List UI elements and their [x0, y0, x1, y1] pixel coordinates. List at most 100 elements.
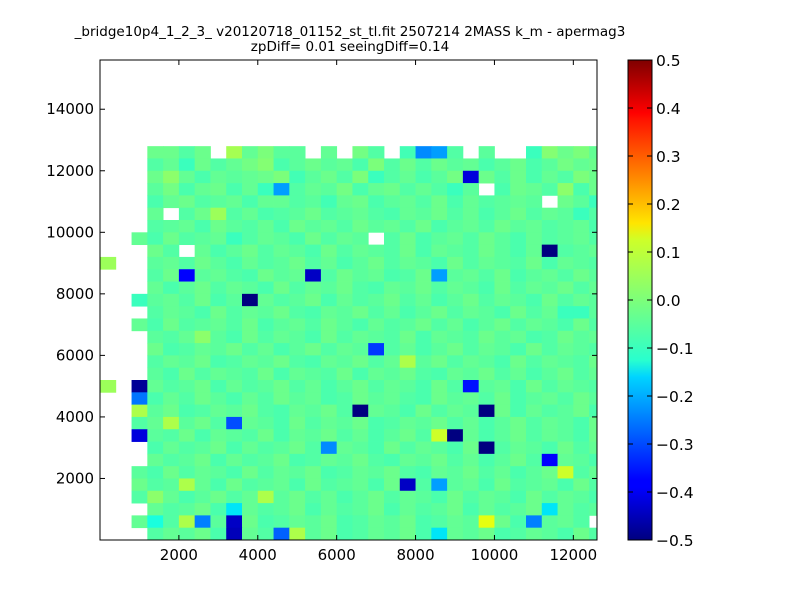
y-tick-label: 6000 — [56, 346, 94, 364]
heatmap-cell — [163, 466, 180, 479]
heatmap-cell — [384, 343, 401, 356]
heatmap-cell — [320, 416, 338, 430]
heatmap-cell — [399, 183, 416, 196]
heatmap-cell — [178, 478, 196, 492]
heatmap-cell — [399, 355, 416, 369]
heatmap-cell — [273, 527, 290, 541]
heatmap-cell — [289, 515, 306, 529]
heatmap-cell — [194, 232, 211, 246]
colorbar-tick-label: −0.4 — [656, 484, 694, 502]
heatmap-cell — [336, 244, 353, 258]
heatmap-cell — [320, 170, 338, 184]
heatmap-cell — [368, 490, 385, 504]
heatmap-cell — [226, 330, 243, 344]
heatmap-cell — [447, 244, 464, 258]
heatmap-cell — [226, 380, 243, 393]
heatmap-cell — [210, 343, 227, 356]
chart-title: _bridge10p4_1_2_3_ v20120718_01152_st_tl… — [74, 24, 626, 40]
heatmap-cell — [178, 146, 196, 159]
heatmap-cell — [163, 195, 180, 209]
heatmap-cell — [447, 170, 464, 184]
heatmap-cell — [399, 404, 416, 418]
heatmap-cell — [399, 466, 416, 479]
heatmap-cell — [289, 256, 306, 270]
heatmap-cell — [526, 158, 543, 172]
heatmap-cell — [226, 207, 243, 221]
heatmap-cell — [368, 429, 385, 442]
heatmap-cell — [541, 367, 558, 381]
heatmap-cell — [399, 269, 416, 282]
heatmap-cell — [289, 318, 306, 332]
heatmap-cell — [131, 232, 148, 246]
heatmap-cell — [320, 380, 338, 393]
heatmap-cell — [573, 343, 590, 356]
heatmap-cell — [131, 293, 148, 307]
heatmap-cell — [415, 429, 432, 442]
heatmap-cell — [431, 527, 448, 541]
heatmap-cell — [526, 429, 543, 442]
heatmap-cell — [320, 503, 338, 516]
heatmap-cell — [289, 466, 306, 479]
heatmap-cell — [541, 515, 558, 529]
heatmap-cell — [210, 367, 227, 381]
heatmap-cell — [226, 293, 243, 307]
heatmap-cell — [415, 195, 432, 209]
heatmap-cell — [415, 269, 432, 282]
heatmap-cell — [210, 306, 227, 319]
heatmap-cell — [541, 183, 558, 196]
heatmap-cell — [589, 392, 598, 406]
heatmap-cell — [526, 281, 543, 295]
heatmap-cell — [289, 453, 306, 467]
heatmap-cell — [384, 453, 401, 467]
heatmap-cell — [494, 170, 511, 184]
heatmap-cell — [384, 293, 401, 307]
heatmap-cell — [399, 503, 416, 516]
heatmap-cell — [273, 380, 290, 393]
heatmap-cell — [510, 306, 527, 319]
heatmap-cell — [178, 343, 196, 356]
heatmap-cell — [147, 355, 164, 369]
y-tick-label: 8000 — [56, 285, 94, 303]
heatmap-cell — [194, 490, 211, 504]
heatmap-cell — [541, 232, 558, 246]
heatmap-cell — [526, 380, 543, 393]
heatmap-cell — [305, 293, 322, 307]
heatmap-cell — [289, 429, 306, 442]
heatmap-cell — [589, 244, 598, 258]
heatmap-cell — [589, 478, 598, 492]
heatmap-cell — [526, 330, 543, 344]
heatmap-cell — [163, 441, 180, 455]
heatmap-cell — [557, 404, 574, 418]
colorbar-tick-label: 0.2 — [656, 196, 681, 214]
heatmap-cell — [384, 466, 401, 479]
heatmap-cell — [510, 183, 527, 196]
heatmap-cell — [194, 404, 211, 418]
heatmap-cell — [163, 158, 180, 172]
heatmap-cell — [194, 330, 211, 344]
heatmap-cell — [478, 244, 495, 258]
heatmap-cell — [368, 503, 385, 516]
heatmap-cell — [510, 170, 527, 184]
heatmap-cell — [320, 343, 338, 356]
heatmap-cell — [257, 220, 274, 233]
heatmap-cell — [589, 318, 598, 332]
heatmap-cell — [273, 158, 290, 172]
heatmap-cell — [336, 392, 353, 406]
heatmap-cell — [384, 306, 401, 319]
heatmap-cell — [510, 404, 527, 418]
heatmap-cell — [478, 453, 495, 467]
heatmap-cell — [352, 158, 369, 172]
heatmap-cell — [557, 170, 574, 184]
heatmap-cell — [447, 158, 464, 172]
heatmap-cell — [257, 207, 274, 221]
heatmap-cell — [147, 330, 164, 344]
heatmap-cell — [289, 195, 306, 209]
heatmap-cell — [273, 367, 290, 381]
heatmap-cell — [431, 158, 448, 172]
heatmap-cell — [242, 158, 259, 172]
heatmap-cell — [541, 466, 558, 479]
heatmap-cell — [431, 441, 448, 455]
colorbar-tick-label: 0.3 — [656, 148, 681, 166]
heatmap-cell — [557, 453, 574, 467]
heatmap-cell — [541, 318, 558, 332]
